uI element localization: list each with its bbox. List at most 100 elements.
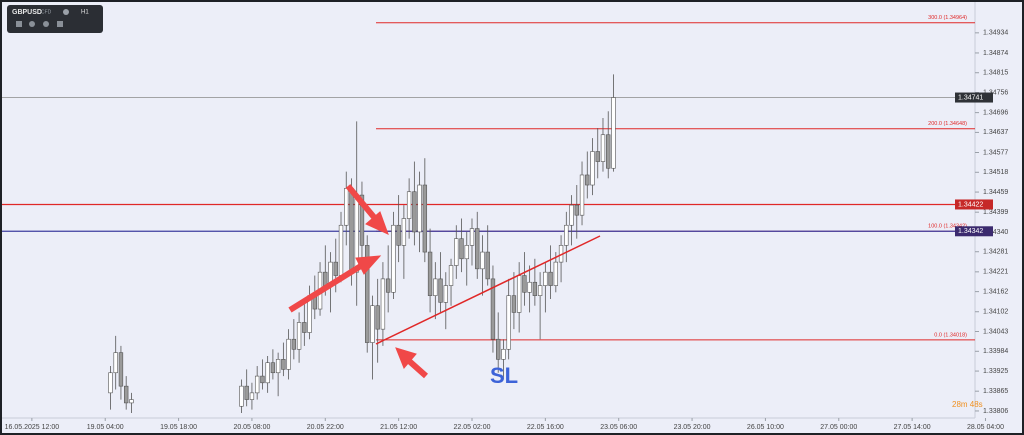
instrument: CFD <box>41 9 52 15</box>
candle-body <box>281 359 286 370</box>
candle-body <box>302 322 307 333</box>
candle-body <box>380 278 386 330</box>
candle-body <box>595 151 600 162</box>
candle-body <box>443 285 448 303</box>
price-box <box>955 199 993 210</box>
candle-body <box>501 348 506 360</box>
candle-body <box>391 224 396 293</box>
fib-label: 0.0 (1.34018) <box>934 332 967 338</box>
candle-body <box>516 275 522 313</box>
sl-annotation: SL <box>490 363 518 388</box>
candle-body <box>496 338 501 360</box>
y-tick-label: 1.34281 <box>983 249 1008 256</box>
candle-body <box>522 275 527 293</box>
y-tick-label: 1.33865 <box>983 388 1008 395</box>
candle-body <box>417 184 422 233</box>
candle-body <box>359 194 365 246</box>
candle-body <box>475 228 480 270</box>
arrow-head <box>355 255 382 275</box>
y-tick-label: 1.34934 <box>983 30 1008 37</box>
candle-body <box>506 295 511 350</box>
candle-body <box>396 224 401 246</box>
candle-body <box>286 338 291 370</box>
candle-body <box>244 385 249 400</box>
candle-body <box>349 188 354 273</box>
tool-icon[interactable] <box>16 21 22 27</box>
y-tick-label: 1.34221 <box>983 269 1008 276</box>
candle-body <box>438 278 443 303</box>
price-box <box>955 92 993 103</box>
candle-body <box>323 271 328 286</box>
candle-body <box>118 352 124 387</box>
y-tick-label: 1.34043 <box>983 328 1008 335</box>
x-tick-label: 27.05 00:00 <box>820 424 857 431</box>
candle-body <box>569 204 574 226</box>
candle-body <box>579 174 585 216</box>
x-tick-label: 16.05.2025 12:00 <box>5 424 60 431</box>
y-tick-label: 1.33984 <box>983 348 1008 355</box>
y-tick-label: 1.34518 <box>983 169 1008 176</box>
candle-body <box>485 251 490 280</box>
candle-body <box>270 362 276 374</box>
candle-body <box>537 285 543 296</box>
price-box-label: 1.34422 <box>958 201 983 208</box>
arrow <box>345 184 381 224</box>
candle-body <box>511 295 517 313</box>
arrow-head <box>365 211 389 235</box>
fib-label: 100.0 (1.34342) <box>928 224 967 230</box>
candle-body <box>480 251 485 270</box>
x-tick-label: 21.05 12:00 <box>380 424 417 431</box>
candle-body <box>590 151 595 186</box>
candle-body <box>490 278 496 340</box>
symbol[interactable]: GBPUSD <box>12 9 42 16</box>
candle-body <box>469 228 475 246</box>
y-tick-label: 1.34399 <box>983 209 1008 216</box>
y-tick-label: 1.34756 <box>983 89 1008 96</box>
candle-body <box>375 305 380 330</box>
candle-body <box>344 188 349 226</box>
bar-timer: 28m 48s <box>952 400 983 409</box>
y-tick-label: 1.34162 <box>983 288 1008 295</box>
price-box-label: 1.34342 <box>958 228 983 235</box>
arrow-head <box>395 347 417 369</box>
candle-body <box>260 375 265 384</box>
candle-body <box>365 245 370 343</box>
x-tick-label: 23.05 06:00 <box>600 424 637 431</box>
price-box <box>955 226 993 237</box>
candle-body <box>254 375 260 394</box>
tool-icon[interactable] <box>29 21 35 27</box>
trend-line <box>375 235 601 345</box>
candle-body <box>464 245 469 260</box>
arrows <box>288 184 428 379</box>
candle-body <box>422 184 428 253</box>
fib-label: 200.0 (1.34648) <box>928 121 967 127</box>
toolbar: GBPUSD CFD H1 <box>7 5 103 33</box>
x-tick-label: 20.05 08:00 <box>233 424 270 431</box>
x-tick-label: 19.05 18:00 <box>160 424 197 431</box>
icon[interactable] <box>63 9 69 15</box>
candle-body <box>448 265 454 286</box>
timeframe[interactable]: H1 <box>81 10 89 16</box>
x-tick-label: 22.05 02:00 <box>454 424 491 431</box>
candle-body <box>338 224 344 276</box>
candle-body <box>113 352 118 374</box>
arrow <box>406 357 428 379</box>
y-tick-label: 1.34102 <box>983 309 1008 316</box>
y-tick-label: 1.34577 <box>983 149 1008 156</box>
candle-body <box>249 392 255 400</box>
candle-body <box>543 271 548 286</box>
candle-body <box>433 278 438 296</box>
candle-body <box>427 251 433 296</box>
candle-body <box>265 362 270 384</box>
x-tick-label: 27.05 14:00 <box>894 424 931 431</box>
tool-icon[interactable] <box>43 21 49 27</box>
candle-body <box>275 359 281 374</box>
tool-icon[interactable] <box>57 21 63 27</box>
candle-body <box>291 338 297 350</box>
candle-body <box>606 134 611 169</box>
y-tick-label: 1.33806 <box>983 408 1008 415</box>
y-tick-label: 1.34637 <box>983 129 1008 136</box>
candle-body <box>553 261 559 286</box>
candle-body <box>123 385 129 404</box>
